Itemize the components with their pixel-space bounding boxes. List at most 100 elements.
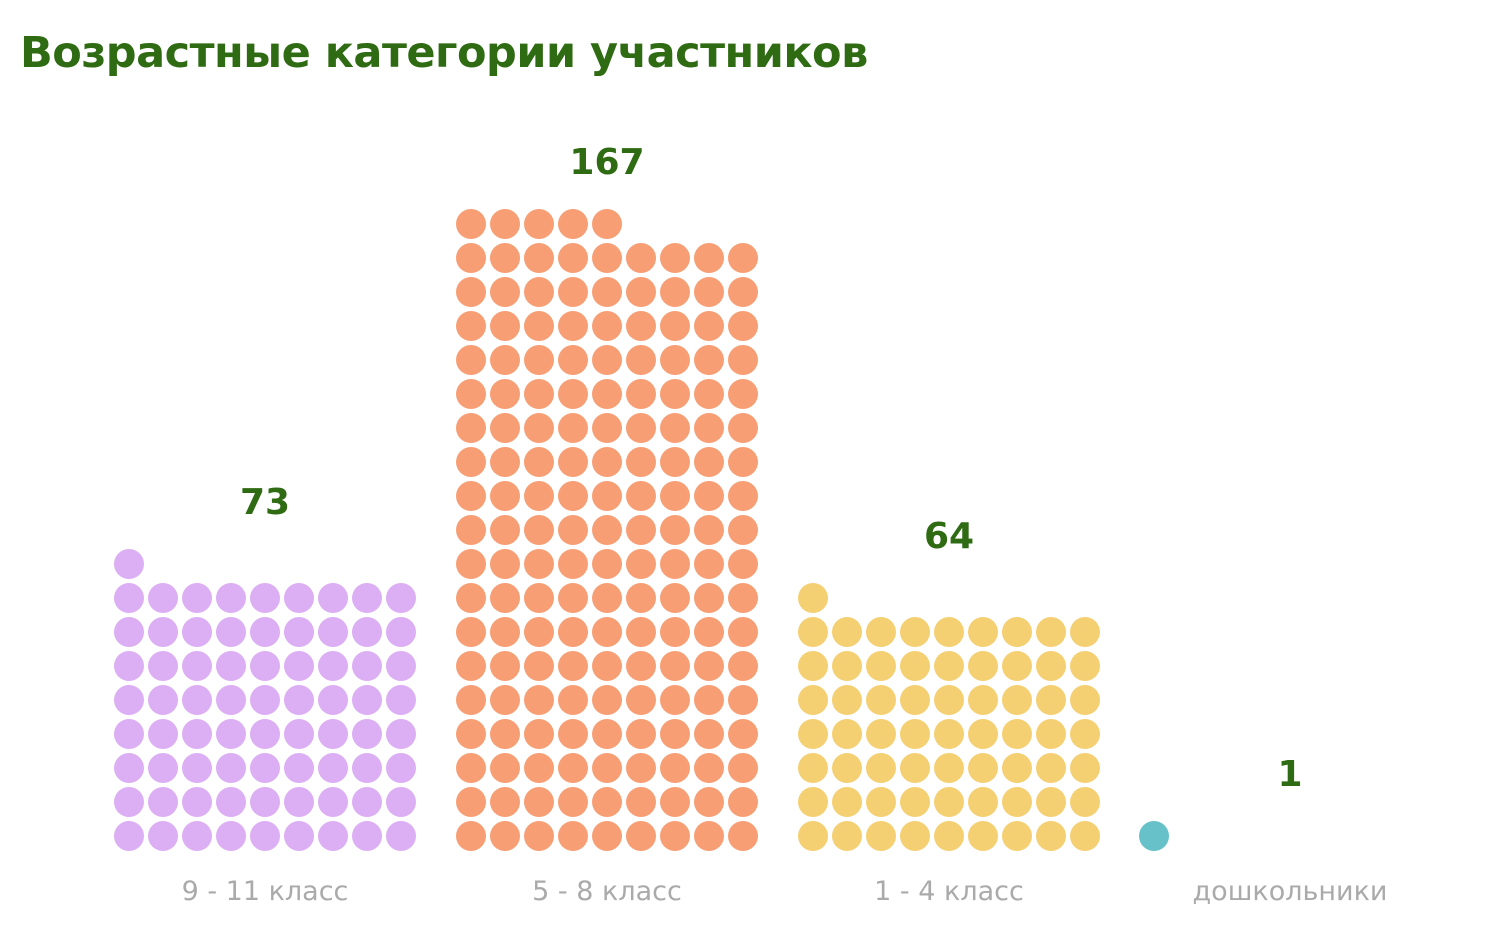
waffle-dot: [728, 481, 758, 511]
waffle-dot: [524, 379, 554, 409]
waffle-dot: [660, 719, 690, 749]
waffle-dot: [626, 413, 656, 443]
waffle-dot: [524, 651, 554, 681]
waffle-dot: [728, 447, 758, 477]
waffle-dot: [456, 413, 486, 443]
waffle-dot: [456, 685, 486, 715]
waffle-dot: [1036, 617, 1066, 647]
waffle-dot: [660, 447, 690, 477]
waffle-dot: [832, 787, 862, 817]
waffle-dot: [866, 753, 896, 783]
waffle-dot: [694, 481, 724, 511]
waffle-dot: [456, 311, 486, 341]
waffle-dot: [934, 651, 964, 681]
waffle-dot: [352, 821, 382, 851]
waffle-dot: [114, 549, 144, 579]
waffle-dot: [592, 311, 622, 341]
waffle-dot: [728, 379, 758, 409]
waffle-dot: [490, 515, 520, 545]
waffle-dot: [832, 651, 862, 681]
waffle-dot: [456, 719, 486, 749]
waffle-dot: [114, 753, 144, 783]
waffle-dot: [558, 379, 588, 409]
waffle-dot: [832, 821, 862, 851]
waffle-dot: [968, 685, 998, 715]
waffle-dot: [1070, 651, 1100, 681]
waffle-dot: [626, 311, 656, 341]
waffle-dot: [558, 447, 588, 477]
waffle-dot: [660, 515, 690, 545]
waffle-dot: [284, 617, 314, 647]
waffle-dot: [114, 719, 144, 749]
waffle-dot: [558, 345, 588, 375]
waffle-dot: [558, 821, 588, 851]
waffle-dot: [934, 685, 964, 715]
waffle-dot: [694, 413, 724, 443]
waffle-dot: [728, 583, 758, 613]
waffle-dot: [660, 277, 690, 307]
waffle-dot: [694, 685, 724, 715]
waffle-dot: [524, 447, 554, 477]
waffle-dot: [728, 243, 758, 273]
waffle-dot: [352, 651, 382, 681]
waffle-dot: [660, 583, 690, 613]
waffle-dot: [524, 753, 554, 783]
waffle-dot: [524, 345, 554, 375]
waffle-dot: [1002, 617, 1032, 647]
waffle-dot: [456, 481, 486, 511]
waffle-dot: [114, 685, 144, 715]
waffle-dot: [626, 515, 656, 545]
waffle-dot: [728, 821, 758, 851]
waffle-dot: [1070, 617, 1100, 647]
waffle-dot: [694, 583, 724, 613]
waffle-dot: [1070, 753, 1100, 783]
waffle-dot: [900, 651, 930, 681]
waffle-group: [798, 583, 1100, 851]
waffle-dot: [148, 617, 178, 647]
waffle-dot: [694, 447, 724, 477]
waffle-dot: [694, 651, 724, 681]
waffle-dot: [558, 549, 588, 579]
waffle-dot: [490, 379, 520, 409]
waffle-dot: [626, 685, 656, 715]
waffle-dot: [592, 243, 622, 273]
waffle-dot: [728, 753, 758, 783]
waffle-dot: [250, 651, 280, 681]
waffle-dot: [694, 549, 724, 579]
waffle-dot: [318, 753, 348, 783]
waffle-dot: [1036, 787, 1066, 817]
waffle-dot: [182, 685, 212, 715]
waffle-dot: [456, 753, 486, 783]
waffle-dot: [592, 481, 622, 511]
waffle-dot: [490, 685, 520, 715]
waffle-dot: [524, 685, 554, 715]
waffle-dot: [148, 821, 178, 851]
waffle-dot: [558, 515, 588, 545]
waffle-dot: [524, 821, 554, 851]
waffle-dot: [592, 753, 622, 783]
waffle-dot: [490, 821, 520, 851]
waffle-dot: [216, 583, 246, 613]
waffle-dot: [490, 277, 520, 307]
waffle-dot: [626, 481, 656, 511]
waffle-dot: [592, 413, 622, 443]
waffle-dot: [216, 651, 246, 681]
waffle-dot: [1002, 719, 1032, 749]
waffle-dot: [216, 685, 246, 715]
waffle-dot: [182, 651, 212, 681]
waffle-dot: [524, 481, 554, 511]
waffle-dot: [832, 617, 862, 647]
waffle-dot: [866, 787, 896, 817]
waffle-dot: [490, 345, 520, 375]
waffle-dot: [490, 753, 520, 783]
waffle-dot: [968, 821, 998, 851]
waffle-dot: [728, 345, 758, 375]
waffle-dot: [934, 753, 964, 783]
waffle-dot: [866, 821, 896, 851]
waffle-dot: [968, 753, 998, 783]
waffle-group: [456, 209, 758, 851]
waffle-dot: [114, 617, 144, 647]
waffle-dot: [694, 787, 724, 817]
waffle-dot: [728, 515, 758, 545]
waffle-dot: [1002, 821, 1032, 851]
